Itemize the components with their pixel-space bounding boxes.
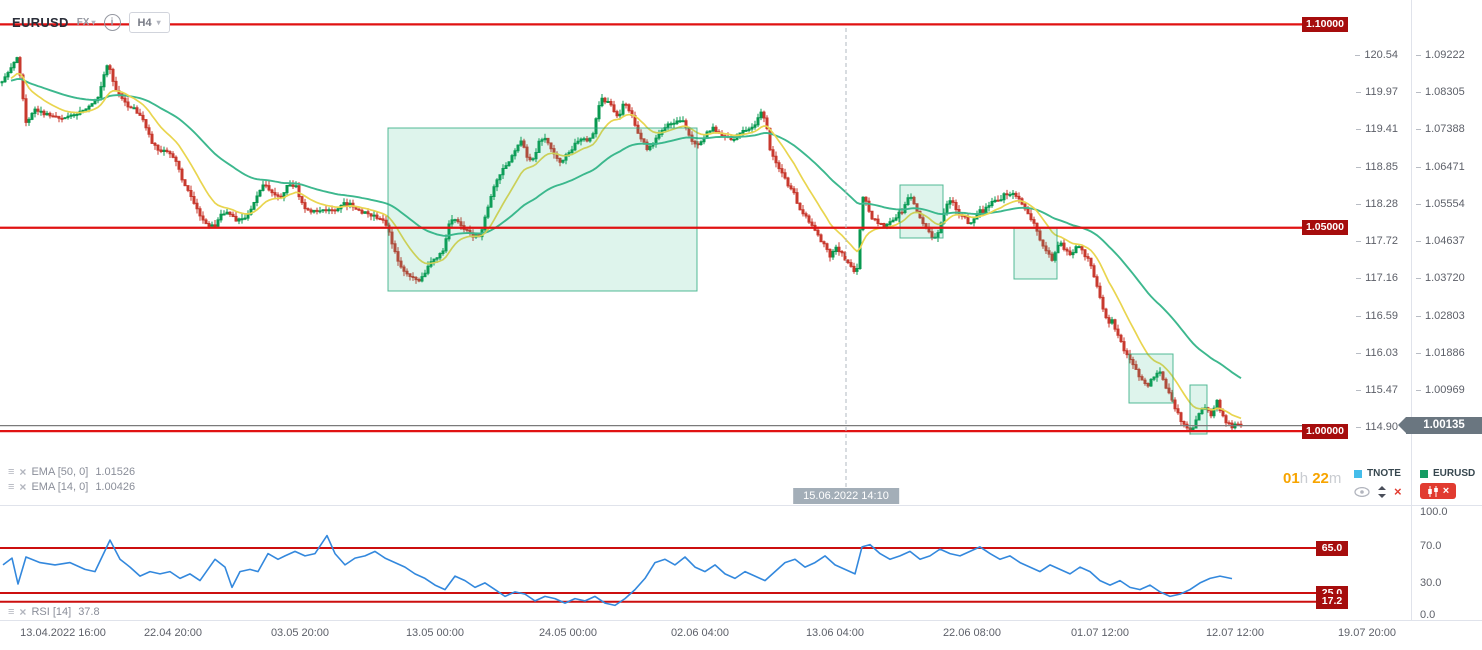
price-level-badge: 1.10000 bbox=[1302, 16, 1348, 32]
ema14-legend-row: ≡ × EMA [14, 0] 1.00426 bbox=[8, 481, 135, 493]
chevron-down-icon: ▾ bbox=[156, 17, 161, 27]
market-selector[interactable]: FX ▾ bbox=[76, 17, 96, 28]
tnote-series-name: TNOTE bbox=[1367, 468, 1401, 479]
eurusd-axis-label: 1.00969 bbox=[1416, 384, 1465, 396]
tnote-axis-label: 117.16 bbox=[1356, 272, 1398, 284]
tnote-axis-label: 116.03 bbox=[1356, 347, 1398, 359]
time-axis-label: 19.07 20:00 bbox=[1337, 627, 1397, 639]
zone-rect[interactable] bbox=[1128, 353, 1174, 404]
time-axis-label: 12.07 12:00 bbox=[1205, 627, 1265, 639]
tnote-axis-label: 115.47 bbox=[1356, 384, 1398, 396]
time-axis-label: 01.07 12:00 bbox=[1070, 627, 1130, 639]
tnote-axis-label: 116.59 bbox=[1356, 310, 1398, 322]
info-icon[interactable]: i bbox=[103, 14, 121, 31]
tnote-axis-label: 117.72 bbox=[1356, 235, 1398, 247]
zone-rect[interactable] bbox=[899, 184, 944, 239]
bar-countdown: 01h 22m bbox=[1283, 470, 1342, 487]
time-axis-label: 13.06 04:00 bbox=[805, 627, 865, 639]
symbol-toolbar: EURUSD FX ▾ i H4 ▾ bbox=[12, 12, 170, 33]
eurusd-color-swatch bbox=[1420, 469, 1428, 478]
close-icon[interactable]: × bbox=[19, 465, 27, 479]
timeframe-selector[interactable]: H4 ▾ bbox=[128, 12, 170, 33]
eurusd-series-name: EURUSD bbox=[1433, 468, 1476, 479]
crosshair-time-badge: 15.06.2022 14:10 bbox=[793, 488, 899, 504]
zone-rect[interactable] bbox=[1013, 227, 1058, 280]
time-axis-label: 13.04.2022 16:00 bbox=[20, 627, 106, 639]
tnote-axis-label: 114.90 bbox=[1356, 421, 1398, 433]
time-axis-label: 03.05 20:00 bbox=[270, 627, 330, 639]
ema14-label: EMA [14, 0] bbox=[31, 481, 89, 493]
tnote-series-legend: TNOTE × bbox=[1354, 468, 1402, 498]
close-icon[interactable]: × bbox=[19, 605, 27, 619]
eurusd-axis-label: 1.04637 bbox=[1416, 235, 1465, 247]
time-axis-label: 22.04 20:00 bbox=[143, 627, 203, 639]
ema-14-line bbox=[10, 72, 1242, 420]
price-level-badge: 1.05000 bbox=[1302, 220, 1348, 236]
eurusd-axis-label: 1.05554 bbox=[1416, 198, 1465, 210]
zone-rect[interactable] bbox=[387, 127, 698, 292]
tnote-axis-label: 119.97 bbox=[1356, 86, 1398, 98]
symbol-title[interactable]: EURUSD bbox=[12, 15, 69, 30]
eurusd-axis-label: 1.01886 bbox=[1416, 347, 1465, 359]
ema50-value: 1.01526 bbox=[95, 466, 136, 478]
rsi-line bbox=[2, 534, 1233, 607]
remove-series-icon[interactable]: × bbox=[1394, 484, 1402, 499]
rsi-axis-label: 0.0 bbox=[1420, 609, 1436, 621]
close-icon[interactable]: × bbox=[19, 480, 27, 494]
ema50-legend-row: ≡ × EMA [50, 0] 1.01526 bbox=[8, 466, 135, 478]
sort-arrows-icon[interactable] bbox=[1377, 485, 1387, 498]
settings-icon[interactable]: ≡ bbox=[8, 480, 15, 493]
eurusd-axis-label: 1.06471 bbox=[1416, 161, 1465, 173]
eurusd-axis-label: 1.07388 bbox=[1416, 123, 1465, 135]
time-axis-label: 13.05 00:00 bbox=[405, 627, 465, 639]
ema50-label: EMA [50, 0] bbox=[31, 466, 89, 478]
rsi-axis-label: 70.0 bbox=[1420, 540, 1442, 552]
rsi-value: 37.8 bbox=[78, 606, 100, 618]
tnote-axis-label: 118.85 bbox=[1356, 161, 1398, 173]
eurusd-series-legend: EURUSD × bbox=[1420, 468, 1475, 499]
rsi-level-badge: 65.0 bbox=[1316, 540, 1348, 556]
tnote-color-swatch bbox=[1354, 469, 1362, 478]
candlestick-icon bbox=[1427, 485, 1438, 497]
eurusd-axis-label: 1.02803 bbox=[1416, 310, 1465, 322]
rsi-axis-label: 30.0 bbox=[1420, 577, 1442, 589]
time-axis-label: 24.05 00:00 bbox=[538, 627, 598, 639]
eurusd-axis-label: 1.03720 bbox=[1416, 272, 1465, 284]
settings-icon[interactable]: ≡ bbox=[8, 465, 15, 478]
settings-icon[interactable]: ≡ bbox=[8, 605, 15, 618]
tnote-axis-label: 118.28 bbox=[1356, 198, 1398, 210]
rsi-label: RSI [14] bbox=[31, 606, 72, 618]
highlight-zones bbox=[387, 127, 1208, 435]
close-icon: × bbox=[1442, 484, 1450, 497]
eurusd-axis-label: 1.09222 bbox=[1416, 49, 1465, 61]
zone-rect[interactable] bbox=[1189, 384, 1208, 435]
eye-icon[interactable] bbox=[1354, 486, 1370, 497]
rsi-level-badge: 17.2 bbox=[1316, 594, 1348, 610]
rsi-axis-label: 100.0 bbox=[1420, 506, 1448, 518]
chevron-down-icon: ▾ bbox=[91, 17, 96, 27]
price-level-badge: 1.00000 bbox=[1302, 423, 1348, 439]
current-price-badge: 1.00135 bbox=[1398, 417, 1482, 435]
delete-symbol-button[interactable]: × bbox=[1420, 483, 1456, 499]
time-axis-label: 02.06 04:00 bbox=[670, 627, 730, 639]
tnote-axis-label: 120.54 bbox=[1355, 49, 1398, 61]
rsi-legend-row: ≡ × RSI [14] 37.8 bbox=[8, 606, 100, 618]
ema14-value: 1.00426 bbox=[95, 481, 136, 493]
eurusd-axis-label: 1.08305 bbox=[1416, 86, 1465, 98]
tnote-axis-label: 119.41 bbox=[1356, 123, 1398, 135]
time-axis-label: 22.06 08:00 bbox=[942, 627, 1002, 639]
